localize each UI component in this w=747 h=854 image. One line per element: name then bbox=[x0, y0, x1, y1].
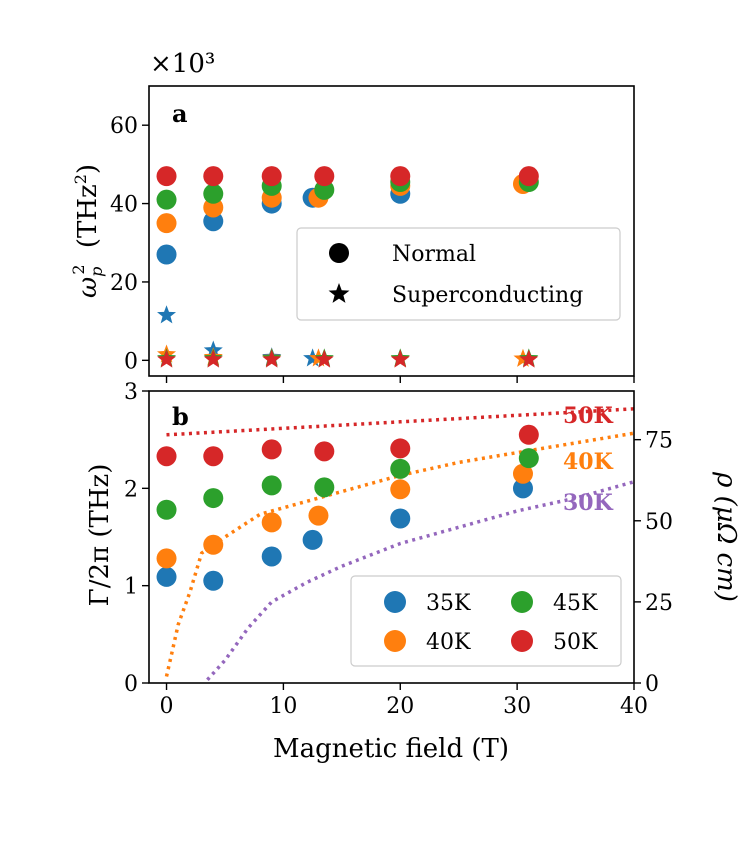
panel-b-label: b bbox=[172, 402, 189, 431]
legend-35k-marker bbox=[384, 591, 406, 613]
superconducting-point-50K bbox=[203, 349, 223, 368]
panel-b-legend-box bbox=[350, 575, 622, 667]
panel-a-ticks: 0 20 40 60 bbox=[110, 114, 635, 383]
scattering-point-50K bbox=[518, 424, 539, 445]
normal-point-40K bbox=[203, 197, 224, 218]
legend-45k-label: 45K bbox=[553, 591, 598, 616]
panel-b-y-tick-label: 3 bbox=[124, 380, 138, 405]
scattering-point-50K bbox=[314, 441, 335, 462]
panel-b-y-tick-label: 1 bbox=[124, 575, 138, 600]
panel-b-right-tick-label: 25 bbox=[645, 591, 673, 616]
panel-b-y-tick-label: 2 bbox=[124, 477, 138, 502]
scattering-point-35K bbox=[203, 570, 224, 591]
scattering-point-40K bbox=[261, 512, 282, 533]
panel-b-right-tick-label: 75 bbox=[645, 429, 673, 454]
curve-label-40k: 40K bbox=[563, 449, 614, 475]
panel-a-y-tick-label: 60 bbox=[110, 114, 138, 139]
scattering-point-35K bbox=[156, 566, 177, 587]
resistivity-curve-50K bbox=[166, 407, 634, 437]
x-tick-label: 0 bbox=[160, 694, 174, 719]
panel-b-data-marks bbox=[156, 424, 539, 591]
scattering-point-35K bbox=[512, 478, 533, 499]
x-axis-label: Magnetic field (T) bbox=[273, 734, 509, 764]
scattering-point-40K bbox=[156, 548, 177, 569]
superconducting-point-50K bbox=[262, 349, 282, 368]
superconducting-point-50K bbox=[157, 349, 177, 368]
panel-b-right-tick-label: 0 bbox=[645, 672, 659, 697]
x-tick-label: 40 bbox=[620, 694, 648, 719]
resistivity-curve-30K bbox=[206, 480, 634, 681]
superconducting-point-50K bbox=[390, 349, 410, 368]
normal-point-50K bbox=[156, 166, 177, 187]
curve-label-50k: 50K bbox=[563, 403, 614, 429]
scattering-point-35K bbox=[261, 546, 282, 567]
x-tick-label: 20 bbox=[386, 694, 414, 719]
x-tick-label: 30 bbox=[503, 694, 531, 719]
panel-b-right-axis-label: ρ (μΩ cm) bbox=[711, 471, 741, 602]
superconducting-point-35K bbox=[157, 305, 177, 324]
normal-point-35K bbox=[156, 244, 177, 265]
scattering-point-45K bbox=[518, 448, 539, 469]
normal-point-40K bbox=[156, 213, 177, 234]
x-tick-label: 10 bbox=[269, 694, 297, 719]
panel-b-right-tick-label: 50 bbox=[645, 510, 673, 535]
panel-a-y-tick-label: 0 bbox=[124, 349, 138, 374]
scattering-point-50K bbox=[203, 446, 224, 467]
legend-50k-marker bbox=[511, 630, 533, 652]
scattering-point-40K bbox=[203, 534, 224, 555]
legend-45k-marker bbox=[511, 591, 533, 613]
panel-a-legend: Normal Superconducting bbox=[296, 227, 621, 321]
panel-b-legend: 35K 45K 40K 50K bbox=[350, 575, 622, 667]
panel-a-legend-box bbox=[296, 227, 621, 321]
scattering-point-35K bbox=[390, 508, 411, 529]
panel-b-frame bbox=[148, 390, 635, 684]
legend-normal-label: Normal bbox=[392, 242, 476, 267]
panel-a-y-axis-label: ωp2 (THz2) bbox=[69, 164, 106, 298]
panel-b-y-tick-label: 0 bbox=[124, 672, 138, 697]
scattering-point-40K bbox=[390, 479, 411, 500]
normal-point-50K bbox=[390, 166, 411, 187]
normal-point-45K bbox=[156, 189, 177, 210]
scattering-point-40K bbox=[308, 505, 329, 526]
panel-a-scale-label: ×10³ bbox=[150, 49, 215, 79]
panel-a-frame bbox=[148, 85, 635, 377]
panel-a-data-marks bbox=[156, 166, 539, 368]
legend-superconducting-label: Superconducting bbox=[392, 283, 583, 308]
scattering-point-50K bbox=[156, 446, 177, 467]
panel-a: ×10³ 0 20 40 60 ωp2 (THz2) a Normal Superco… bbox=[69, 49, 635, 383]
panel-a-y-tick-label: 40 bbox=[110, 193, 138, 218]
legend-50k-label: 50K bbox=[553, 630, 598, 655]
legend-35k-label: 35K bbox=[426, 591, 471, 616]
scattering-point-45K bbox=[156, 499, 177, 520]
normal-point-50K bbox=[203, 166, 224, 187]
scattering-point-50K bbox=[390, 438, 411, 459]
scattering-point-45K bbox=[390, 458, 411, 479]
scattering-point-45K bbox=[261, 475, 282, 496]
normal-point-35K bbox=[203, 211, 224, 232]
panel-a-y-tick-label: 20 bbox=[110, 271, 138, 296]
superconducting-point-50K bbox=[519, 349, 539, 368]
scattering-point-35K bbox=[302, 529, 323, 550]
legend-superconducting-marker bbox=[328, 283, 350, 303]
curve-label-30k: 30K bbox=[563, 490, 614, 516]
normal-point-45K bbox=[203, 183, 224, 204]
scattering-point-50K bbox=[261, 439, 282, 460]
normal-point-50K bbox=[261, 166, 282, 187]
panel-a-label: a bbox=[172, 99, 188, 128]
normal-point-50K bbox=[314, 166, 335, 187]
scattering-point-45K bbox=[203, 488, 224, 509]
legend-normal-marker bbox=[329, 243, 349, 263]
superconducting-point-50K bbox=[314, 349, 334, 368]
panel-b-y-axis-label: Γ/2π (THz) bbox=[85, 464, 115, 607]
scattering-point-40K bbox=[512, 463, 533, 484]
normal-point-45K bbox=[314, 179, 335, 200]
legend-40k-marker bbox=[384, 630, 406, 652]
normal-point-50K bbox=[518, 166, 539, 187]
legend-40k-label: 40K bbox=[426, 630, 471, 655]
scattering-point-45K bbox=[314, 477, 335, 498]
resistivity-curves bbox=[164, 407, 634, 681]
